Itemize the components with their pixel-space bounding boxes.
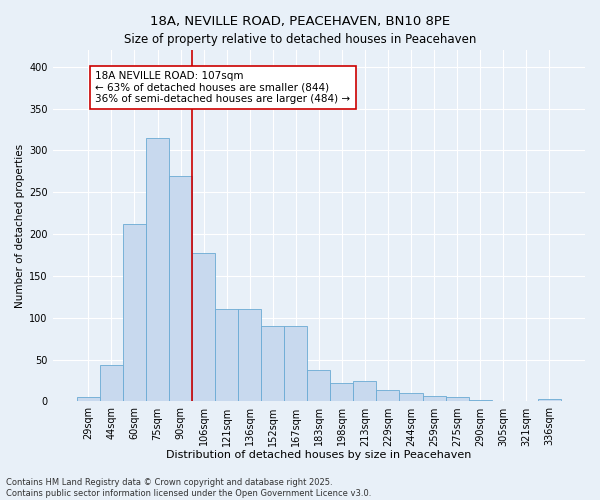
Bar xyxy=(491,400,515,402)
Text: Contains HM Land Registry data © Crown copyright and database right 2025.
Contai: Contains HM Land Registry data © Crown c… xyxy=(6,478,371,498)
Y-axis label: Number of detached properties: Number of detached properties xyxy=(15,144,25,308)
Text: 18A NEVILLE ROAD: 107sqm
← 63% of detached houses are smaller (844)
36% of semi-: 18A NEVILLE ROAD: 107sqm ← 63% of detach… xyxy=(95,71,350,104)
Text: 18A, NEVILLE ROAD, PEACEHAVEN, BN10 8PE: 18A, NEVILLE ROAD, PEACEHAVEN, BN10 8PE xyxy=(150,15,450,28)
Bar xyxy=(515,400,538,402)
Bar xyxy=(400,393,422,402)
Bar xyxy=(376,390,400,402)
Bar xyxy=(353,380,376,402)
Bar xyxy=(422,396,446,402)
Bar xyxy=(215,310,238,402)
Bar xyxy=(123,224,146,402)
Bar xyxy=(307,370,331,402)
Bar xyxy=(538,399,561,402)
Bar xyxy=(446,398,469,402)
Bar xyxy=(77,398,100,402)
Text: Size of property relative to detached houses in Peacehaven: Size of property relative to detached ho… xyxy=(124,32,476,46)
Bar xyxy=(331,383,353,402)
Bar xyxy=(146,138,169,402)
Bar xyxy=(261,326,284,402)
X-axis label: Distribution of detached houses by size in Peacehaven: Distribution of detached houses by size … xyxy=(166,450,472,460)
Bar xyxy=(469,400,491,402)
Bar xyxy=(169,176,192,402)
Bar xyxy=(284,326,307,402)
Bar xyxy=(100,366,123,402)
Bar xyxy=(238,310,261,402)
Bar xyxy=(192,252,215,402)
